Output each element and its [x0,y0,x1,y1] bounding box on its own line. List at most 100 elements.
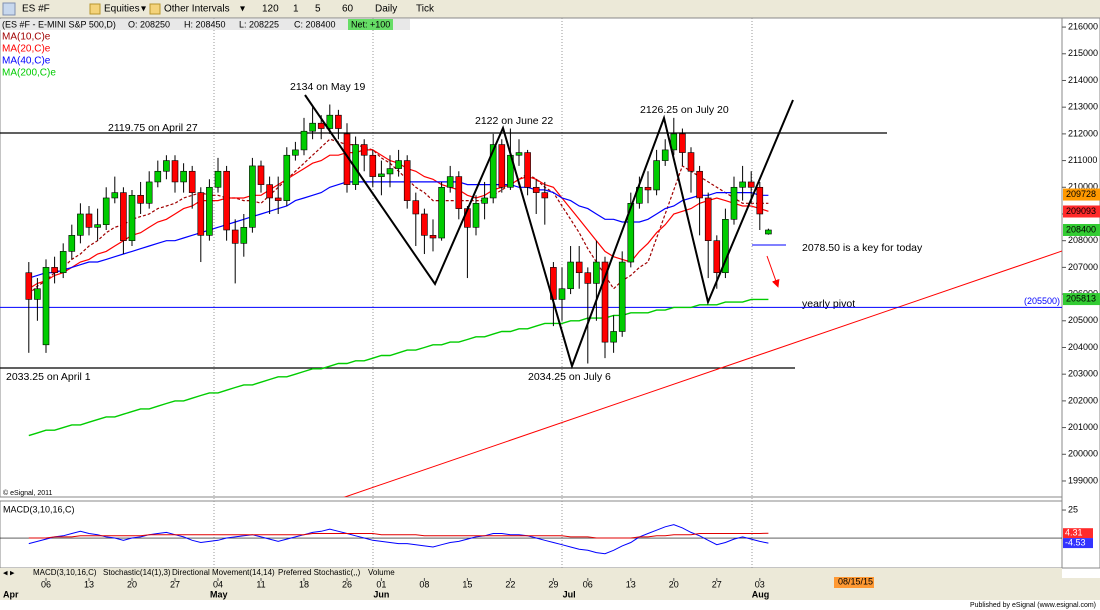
candle-body [395,160,402,169]
candle-body [661,149,669,161]
macd-marker [1063,538,1093,549]
candle-body [257,165,265,185]
candle-body [575,261,583,274]
toolbar-item[interactable]: 5 [315,4,321,15]
candle-body [644,186,652,191]
candle-body [730,186,738,220]
price-marker [1063,188,1100,201]
candle-body [292,149,299,156]
x-tick-label: 11 [256,579,265,589]
candle-body [378,173,385,177]
annotation: 2134 on May 19 [290,81,365,93]
y-tick-label: 211000 [1068,155,1097,165]
candle-body [713,240,721,274]
x-tick-label: 08 [419,579,429,589]
y-tick-label: 212000 [1068,128,1098,138]
candle-body [446,176,454,188]
toolbar-item[interactable]: Other Intervals [164,4,230,15]
price-marker [1063,205,1100,218]
macd-line [28,532,769,539]
candle-body [102,197,110,225]
candle-body [498,144,506,188]
tab[interactable]: Volume [368,568,395,577]
candle-body [128,194,136,241]
x-tick-label: 22 [505,579,515,589]
candle-body [653,160,660,191]
candle-body [481,197,488,204]
candle-body [472,202,480,228]
x-axis-bar [0,578,1100,600]
candle-body [188,170,196,193]
x-tick-label: 20 [127,579,137,589]
annotation: yearly pivot [802,298,855,310]
copyright: © eSignal, 2011 [3,489,53,497]
tab[interactable]: MACD(3,10,16,C) [33,568,97,577]
tab[interactable]: Preferred Stochastic(,,) [278,568,361,577]
dropdown-arrow: ▾ [240,4,245,15]
y-tick-label: 207000 [1068,262,1098,272]
candle-body [704,197,712,241]
price-panel [0,17,1063,498]
tab-bar [0,568,1062,578]
toolbar-item[interactable]: Tick [416,4,435,15]
toolbar-icon[interactable] [2,2,16,16]
y-tick-label: 214000 [1068,75,1098,85]
x-tick-label: 03 [755,579,765,589]
x-tick-label: 06 [583,579,593,589]
quote-net: Net: +100 [351,19,390,29]
ma-line [28,298,769,437]
macd-tick-label: 25 [1068,504,1078,514]
candle-body [163,160,170,172]
quote-close: C: 208400 [294,19,336,29]
symbol[interactable]: ES #F [22,4,50,15]
x-tick-label: 04 [213,579,223,589]
toolbar-item[interactable]: Daily [375,4,397,15]
tab[interactable]: Stochastic(14(1),3) [103,568,171,577]
x-tick-label: 01 [376,579,386,589]
month-label: Apr [3,589,19,599]
dropdown-arrow: ▾ [141,4,146,15]
price-marker [1063,293,1100,306]
annotation: 2126.25 on July 20 [640,104,729,116]
price-marker-label: 208400 [1066,224,1096,234]
macd-marker-label: -4.53 [1065,537,1086,547]
x-tick-label: 13 [626,579,636,589]
toolbar-item[interactable]: 1 [293,4,299,15]
candle-body [240,227,248,244]
x-tick-label: 18 [299,579,309,589]
candle-body [206,186,213,236]
candle-body [696,170,703,199]
candle-body [335,114,342,129]
candle-body [94,224,101,228]
toolbar-item[interactable]: 60 [342,4,354,15]
toolbar-item[interactable]: Equities [104,4,140,15]
macd-marker [1063,528,1093,539]
candle-body [593,261,600,284]
price-axis [1061,17,1100,569]
y-tick-label: 210000 [1068,182,1098,192]
scroll-arrows[interactable]: ◂ ▸ [3,567,15,577]
candle-body [618,261,626,332]
candle-body [610,331,617,343]
x-tick-label: 13 [84,579,94,589]
candle-body [283,154,291,201]
folder-icon [89,3,101,15]
candle-body [51,267,58,274]
annotation: 2034.25 on July 6 [528,371,611,383]
candle-body [584,272,592,284]
tab[interactable]: Directional Movement(14,14) [172,568,275,577]
y-tick-label: 204000 [1068,342,1098,352]
legend-entry: MA(10,C)e [2,32,51,43]
plot-layer [25,94,794,437]
candle-body [309,122,316,132]
month-label: Aug [752,589,770,599]
candle-body [739,181,746,188]
candle-body [403,160,411,201]
ma-line [28,181,769,279]
candle-body [421,213,428,236]
toolbar-item[interactable]: 120 [262,4,279,15]
candle-body [171,160,179,183]
candle-body [111,192,119,199]
drawings [0,132,1062,497]
candle-body [300,130,308,151]
